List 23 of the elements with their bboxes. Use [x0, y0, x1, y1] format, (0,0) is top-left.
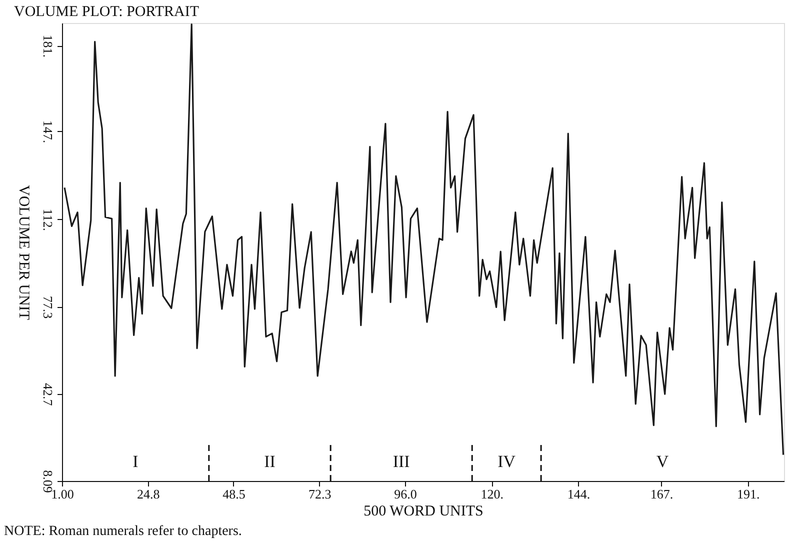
y-tick-label: 181.	[40, 34, 56, 58]
x-tick-label: 144.	[567, 486, 590, 502]
annotation: V	[656, 452, 670, 471]
y-tick-label: 77.3	[40, 296, 56, 319]
x-tick-label: 48.5	[222, 486, 246, 502]
x-tick-label: 167.	[650, 486, 674, 502]
y-tick-label: 112.	[40, 208, 56, 232]
y-axis-title: VOLUME PER UNIT	[16, 185, 32, 320]
annotation: III	[392, 452, 410, 471]
annotation: I	[132, 452, 139, 471]
x-tick-label: 120.	[480, 486, 504, 502]
y-tick-label: 42.7	[40, 382, 56, 406]
annotation: II	[264, 452, 276, 471]
chart-title: VOLUME PLOT: PORTRAIT	[14, 4, 200, 20]
x-tick-label: 1.00	[51, 486, 74, 502]
x-tick-label: 96.0	[394, 486, 417, 502]
annotation: IV	[498, 452, 516, 471]
x-tick-label: 24.8	[137, 486, 160, 502]
x-axis-title: 500 WORD UNITS	[364, 504, 484, 520]
x-tick-label: 72.3	[308, 486, 332, 502]
x-tick-label: 191.	[737, 486, 760, 502]
text: NOTE: Roman numerals refer to chapters.	[4, 524, 242, 539]
y-tick-label: 147.	[40, 120, 56, 144]
